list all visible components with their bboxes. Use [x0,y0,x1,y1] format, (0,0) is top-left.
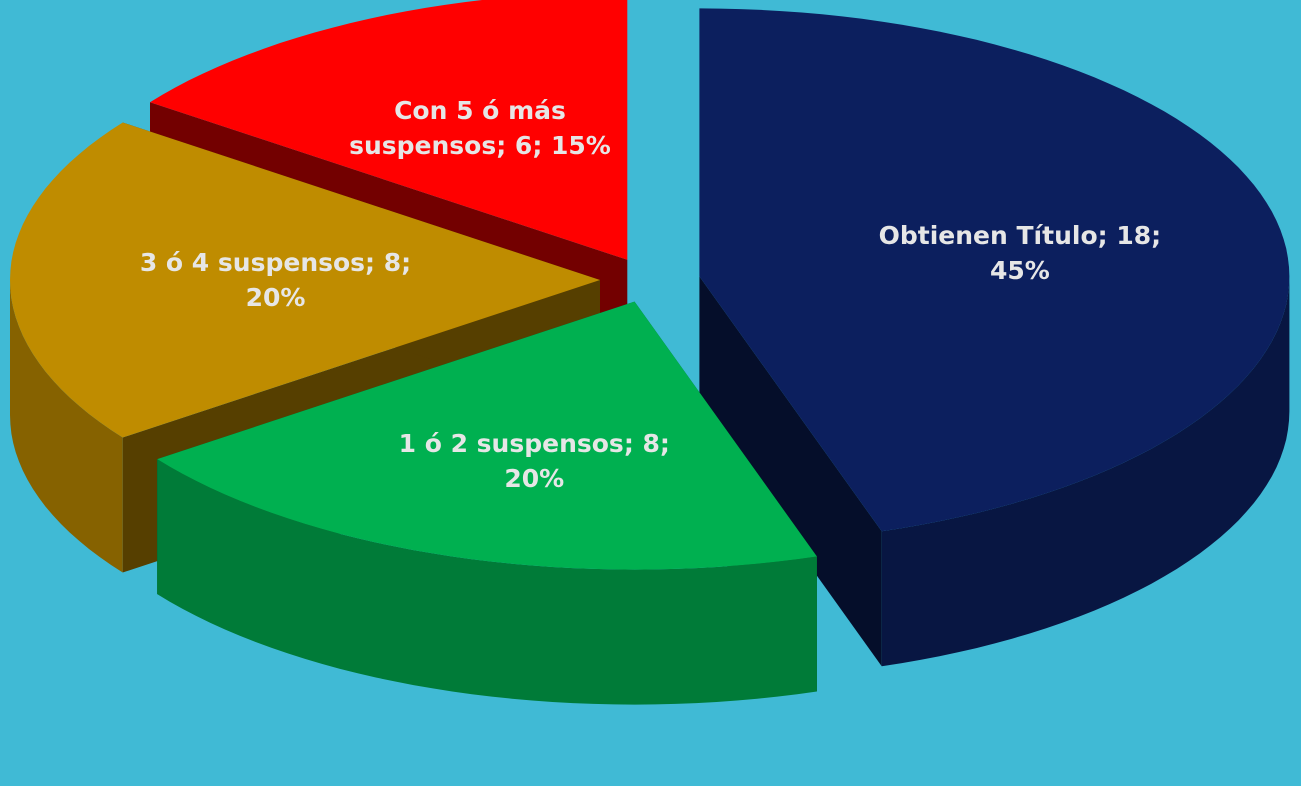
slice [157,301,817,570]
slice-side [699,276,882,667]
data-label: Obtienen Título; 18; 45% [878,221,1162,286]
slice [10,122,600,438]
slice-wall [157,459,817,705]
slice [699,8,1290,532]
slice [150,0,628,260]
data-label: Con 5 ó más suspensos; 6; 15% [349,96,611,161]
data-label: 1 ó 2 suspensos; 8; 20% [398,428,670,493]
slice-wall [10,280,123,573]
slice-wall [881,276,1290,667]
data-label: 3 ó 4 suspensos; 8; 20% [139,248,412,312]
